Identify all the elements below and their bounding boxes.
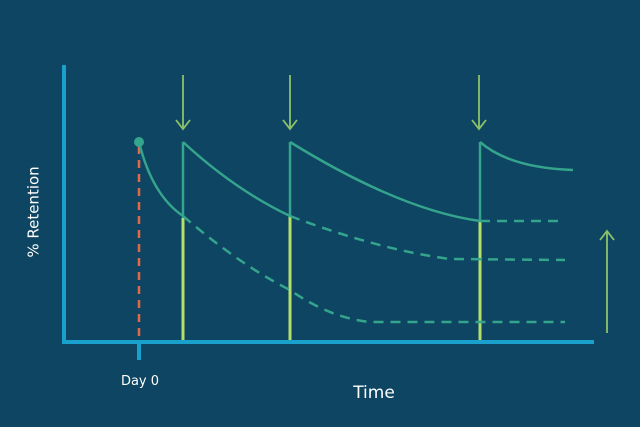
up-arrow — [599, 229, 615, 333]
start-point — [134, 137, 144, 147]
y-axis-label: % Retention — [25, 166, 43, 257]
review-lines — [181, 142, 482, 340]
day-zero-label: Day 0 — [121, 374, 159, 389]
review-arrows — [175, 75, 487, 131]
x-axis-label: Time — [352, 383, 395, 403]
forgetting-curves — [137, 140, 574, 324]
